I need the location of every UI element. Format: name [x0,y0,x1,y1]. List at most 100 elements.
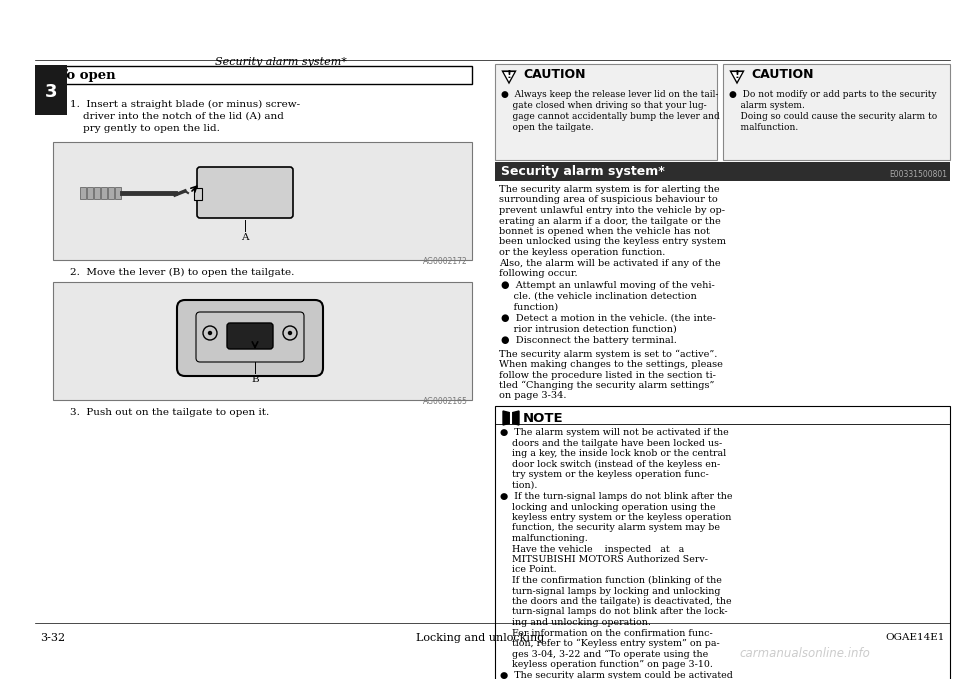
Text: erating an alarm if a door, the tailgate or the: erating an alarm if a door, the tailgate… [499,217,721,225]
Text: the doors and the tailgate) is deactivated, the: the doors and the tailgate) is deactivat… [500,597,732,606]
FancyBboxPatch shape [108,187,114,199]
FancyBboxPatch shape [227,323,273,349]
Text: on page 3-34.: on page 3-34. [499,392,566,401]
FancyBboxPatch shape [101,187,107,199]
Text: B: B [252,375,259,384]
Text: tion).: tion). [500,481,538,490]
Text: If the confirmation function (blinking of the: If the confirmation function (blinking o… [500,576,722,585]
Text: surrounding area of suspicious behaviour to: surrounding area of suspicious behaviour… [499,196,718,204]
FancyBboxPatch shape [723,64,950,160]
Text: gate closed when driving so that your lug-: gate closed when driving so that your lu… [501,101,707,110]
Text: doors and the tailgate have been locked us-: doors and the tailgate have been locked … [500,439,722,447]
FancyBboxPatch shape [197,167,293,218]
FancyBboxPatch shape [194,188,202,200]
Text: The security alarm system is set to “active”.: The security alarm system is set to “act… [499,350,717,359]
Text: 1.  Insert a straight blade (or minus) screw-: 1. Insert a straight blade (or minus) sc… [70,100,300,109]
Text: locking and unlocking operation using the: locking and unlocking operation using th… [500,502,715,511]
Text: gage cannot accidentally bump the lever and: gage cannot accidentally bump the lever … [501,112,720,121]
Text: Security alarm system*: Security alarm system* [215,57,347,67]
Text: door lock switch (instead of the keyless en-: door lock switch (instead of the keyless… [500,460,720,469]
Text: tled “Changing the security alarm settings”: tled “Changing the security alarm settin… [499,381,714,390]
Text: AG0002165: AG0002165 [423,397,468,406]
Polygon shape [504,72,515,81]
Text: 3: 3 [45,83,58,101]
Text: driver into the notch of the lid (A) and: driver into the notch of the lid (A) and [70,112,284,121]
Text: Locking and unlocking: Locking and unlocking [416,633,544,643]
Text: 2.  Move the lever (B) to open the tailgate.: 2. Move the lever (B) to open the tailga… [70,268,295,277]
Text: When making changes to the settings, please: When making changes to the settings, ple… [499,360,723,369]
Text: MITSUBISHI MOTORS Authorized Serv-: MITSUBISHI MOTORS Authorized Serv- [500,555,708,564]
Polygon shape [732,72,742,81]
Text: E00331500801: E00331500801 [889,170,947,179]
Text: bonnet is opened when the vehicle has not: bonnet is opened when the vehicle has no… [499,227,709,236]
Text: following occur.: following occur. [499,269,578,278]
Text: ing a key, the inside lock knob or the central: ing a key, the inside lock knob or the c… [500,449,727,458]
Text: keyless entry system or the keyless operation: keyless entry system or the keyless oper… [500,513,732,522]
Text: carmanualsonline.info: carmanualsonline.info [739,647,870,660]
Polygon shape [730,71,745,84]
FancyBboxPatch shape [94,187,100,199]
Text: follow the procedure listed in the section ti-: follow the procedure listed in the secti… [499,371,716,380]
Polygon shape [501,71,516,84]
Text: A: A [241,233,249,242]
Text: ●  The security alarm system could be activated: ● The security alarm system could be act… [500,672,732,679]
FancyBboxPatch shape [495,64,717,160]
Text: !: ! [507,71,512,80]
Text: Doing so could cause the security alarm to: Doing so could cause the security alarm … [729,112,937,121]
Text: malfunctioning.: malfunctioning. [500,534,588,543]
Text: function, the security alarm system may be: function, the security alarm system may … [500,524,720,532]
FancyBboxPatch shape [80,187,86,199]
Text: The security alarm system is for alerting the: The security alarm system is for alertin… [499,185,720,194]
Text: turn-signal lamps do not blink after the lock-: turn-signal lamps do not blink after the… [500,608,728,617]
FancyBboxPatch shape [495,162,950,181]
Text: 3-32: 3-32 [40,633,65,643]
Text: pry gently to open the lid.: pry gently to open the lid. [70,124,220,133]
FancyBboxPatch shape [35,65,67,115]
FancyBboxPatch shape [177,300,323,376]
Text: try system or the keyless operation func-: try system or the keyless operation func… [500,470,708,479]
Polygon shape [503,411,511,425]
Text: !: ! [734,71,739,80]
Text: For information on the confirmation func-: For information on the confirmation func… [500,629,712,638]
Text: CAUTION: CAUTION [523,67,586,81]
Text: open the tailgate.: open the tailgate. [501,123,593,132]
Text: tion, refer to “Keyless entry system” on pa-: tion, refer to “Keyless entry system” on… [500,639,720,648]
FancyBboxPatch shape [53,282,472,400]
Text: alarm system.: alarm system. [729,101,804,110]
Text: ●  Attempt an unlawful moving of the vehi-: ● Attempt an unlawful moving of the vehi… [501,282,715,291]
FancyBboxPatch shape [115,187,121,199]
Text: or the keyless operation function.: or the keyless operation function. [499,248,665,257]
Text: malfunction.: malfunction. [729,123,799,132]
Text: cle. (the vehicle inclination detection: cle. (the vehicle inclination detection [501,292,697,301]
Text: OGAE14E1: OGAE14E1 [886,633,945,642]
Text: prevent unlawful entry into the vehicle by op-: prevent unlawful entry into the vehicle … [499,206,725,215]
Text: keyless operation function” on page 3-10.: keyless operation function” on page 3-10… [500,660,713,669]
Text: ice Point.: ice Point. [500,566,557,574]
Text: ●  If the turn-signal lamps do not blink after the: ● If the turn-signal lamps do not blink … [500,492,732,501]
Polygon shape [511,411,519,425]
Circle shape [208,331,211,335]
Text: ing and unlocking operation.: ing and unlocking operation. [500,618,651,627]
Text: been unlocked using the keyless entry system: been unlocked using the keyless entry sy… [499,238,726,246]
Text: AG0002172: AG0002172 [423,257,468,266]
Text: ges 3-04, 3-22 and “To operate using the: ges 3-04, 3-22 and “To operate using the [500,650,708,659]
Text: ●  Detect a motion in the vehicle. (the inte-: ● Detect a motion in the vehicle. (the i… [501,314,716,323]
FancyBboxPatch shape [53,66,472,84]
Text: ●  Do not modify or add parts to the security: ● Do not modify or add parts to the secu… [729,90,937,99]
Circle shape [289,331,292,335]
Text: Security alarm system*: Security alarm system* [501,166,664,179]
FancyBboxPatch shape [87,187,93,199]
FancyBboxPatch shape [53,142,472,260]
Text: 3.  Push out on the tailgate to open it.: 3. Push out on the tailgate to open it. [70,408,269,417]
Text: To open: To open [58,69,115,83]
Text: ●  Disconnect the battery terminal.: ● Disconnect the battery terminal. [501,336,677,345]
Text: NOTE: NOTE [523,411,564,424]
Text: turn-signal lamps by locking and unlocking: turn-signal lamps by locking and unlocki… [500,587,721,595]
FancyBboxPatch shape [495,406,950,679]
Text: rior intrusion detection function): rior intrusion detection function) [501,325,677,333]
Text: ●  Always keep the release lever lid on the tail-: ● Always keep the release lever lid on t… [501,90,718,99]
Text: Have the vehicle    inspected   at   a: Have the vehicle inspected at a [500,545,684,553]
Text: Also, the alarm will be activated if any of the: Also, the alarm will be activated if any… [499,259,721,268]
Text: function): function) [501,303,558,312]
Text: CAUTION: CAUTION [751,67,813,81]
